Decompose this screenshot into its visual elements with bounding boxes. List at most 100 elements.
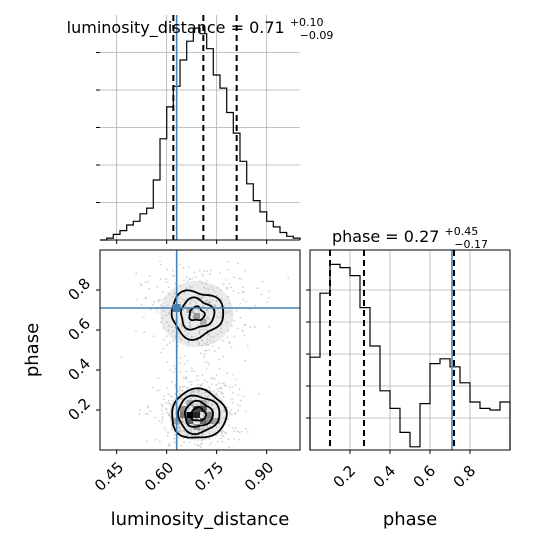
sample-point xyxy=(149,410,152,413)
sample-point xyxy=(225,321,228,324)
sample-point xyxy=(188,325,191,327)
sample-point xyxy=(153,301,156,303)
sample-point xyxy=(166,435,169,438)
sample-point xyxy=(190,434,193,437)
sample-point xyxy=(219,311,221,314)
sample-point xyxy=(216,294,218,297)
sample-point xyxy=(186,387,188,390)
sample-point xyxy=(172,330,174,333)
sample-point xyxy=(163,427,166,429)
sample-point xyxy=(161,405,164,408)
sample-point xyxy=(225,279,228,281)
sample-point xyxy=(199,280,201,282)
sample-point xyxy=(173,433,176,436)
sample-point xyxy=(216,388,219,390)
sample-point xyxy=(166,268,168,271)
sample-point xyxy=(218,382,221,385)
sample-point xyxy=(171,274,174,277)
sample-point xyxy=(167,286,170,288)
sample-point xyxy=(217,402,220,404)
sample-point xyxy=(200,338,203,340)
sample-point xyxy=(198,332,201,335)
sample-point xyxy=(223,383,226,385)
sample-point xyxy=(228,341,231,344)
sample-point xyxy=(253,326,256,329)
sample-point xyxy=(200,442,203,445)
contour-lower-mode xyxy=(177,394,221,436)
sample-point xyxy=(206,299,209,302)
sample-point xyxy=(185,276,188,278)
sample-point xyxy=(199,413,202,415)
sample-point xyxy=(227,411,230,414)
sample-point xyxy=(237,394,239,396)
sample-point xyxy=(205,328,208,331)
sample-point xyxy=(190,430,193,433)
sample-point xyxy=(214,305,217,308)
sample-point xyxy=(159,304,162,307)
sample-point xyxy=(236,403,239,406)
sample-point xyxy=(157,300,160,303)
sample-point xyxy=(213,390,216,392)
sample-point xyxy=(166,321,168,323)
sample-point xyxy=(245,300,248,303)
sample-point xyxy=(230,324,233,327)
sample-point xyxy=(164,278,167,280)
sample-point xyxy=(203,353,206,356)
phase-x-tick-label: 0.2 xyxy=(330,462,360,492)
sample-point xyxy=(144,297,147,299)
sample-point xyxy=(189,301,192,304)
sample-point xyxy=(207,302,210,305)
density-x-tick-label: 0.45 xyxy=(91,458,127,494)
sample-point xyxy=(219,289,222,291)
sample-point xyxy=(197,294,200,296)
sample-point xyxy=(173,430,175,433)
sample-point xyxy=(197,309,200,312)
sample-point xyxy=(240,277,243,280)
sample-point xyxy=(181,418,184,421)
sample-point xyxy=(208,301,211,303)
sample-point xyxy=(221,382,224,385)
sample-point xyxy=(208,288,211,291)
sample-point xyxy=(208,302,211,304)
sample-point xyxy=(244,323,247,326)
sample-point xyxy=(174,282,177,285)
sample-point xyxy=(188,277,191,280)
sample-point xyxy=(178,298,180,300)
sample-point xyxy=(215,299,218,302)
sample-point xyxy=(171,381,173,384)
sample-point xyxy=(226,329,229,332)
sample-point xyxy=(149,274,151,277)
sample-point xyxy=(188,381,191,383)
sample-point xyxy=(203,356,206,358)
phase-title-lower-error: −0.17 xyxy=(454,238,488,251)
sample-point xyxy=(156,311,159,313)
sample-point xyxy=(206,426,209,428)
sample-point xyxy=(187,433,190,436)
sample-point xyxy=(287,277,290,279)
sample-point xyxy=(268,326,271,328)
sample-point xyxy=(226,286,229,289)
density-y-tick-label: 0.8 xyxy=(64,274,94,304)
sample-point xyxy=(210,335,213,338)
sample-point xyxy=(202,295,205,298)
sample-point xyxy=(220,314,222,317)
sample-point xyxy=(215,434,218,437)
sample-point xyxy=(206,381,208,383)
sample-point xyxy=(215,374,218,376)
sample-point xyxy=(143,331,146,333)
sample-point xyxy=(191,277,194,279)
sample-point xyxy=(203,379,206,382)
sample-point xyxy=(155,308,158,311)
sample-point xyxy=(189,303,192,305)
sample-point xyxy=(237,262,240,265)
sample-point xyxy=(154,416,157,419)
sample-point xyxy=(206,341,208,344)
sample-point xyxy=(163,297,166,300)
sample-point xyxy=(161,409,163,412)
sample-point xyxy=(268,290,271,292)
sample-point xyxy=(190,381,193,383)
sample-point xyxy=(213,378,216,380)
sample-point xyxy=(188,426,190,429)
sample-point xyxy=(221,410,224,412)
